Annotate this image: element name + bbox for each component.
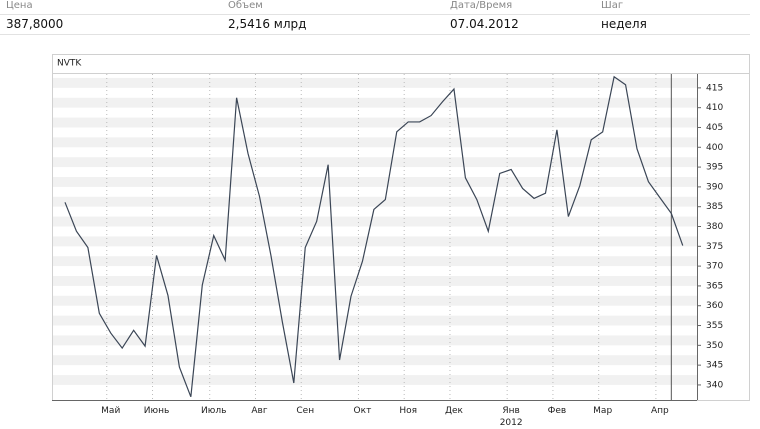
divider [0,14,750,15]
grid-band [53,315,697,326]
y-tick-label: 340 [706,380,723,390]
x-tick-label: Ноя [399,406,418,416]
y-tick-label: 390 [706,182,723,192]
y-tick-label: 360 [706,301,723,311]
y-tick-label: 395 [706,163,723,173]
x-tick-label: Янв 2012 [499,406,523,428]
column-label: Шаг [601,0,624,11]
grid-band [53,196,697,207]
grid-band [53,355,697,366]
x-tick-label: Фев [547,406,567,416]
y-tick-label: 405 [706,123,723,133]
y-tick-label: 370 [706,262,723,272]
grid-band [53,295,697,306]
grid-band [53,117,697,128]
grid-band [53,216,697,227]
y-tick-label: 355 [706,321,723,331]
grid-band [53,335,697,346]
x-tick-label: Май [101,406,121,416]
grid-band [53,375,697,385]
x-tick-label: Июль [201,406,227,416]
x-tick-label: Июнь [143,406,170,416]
column-value: неделя [601,17,647,31]
grid-band [53,256,697,267]
x-tick-label: Сен [296,406,315,416]
column-value: 387,8000 [6,17,64,31]
x-tick-label: Авг [251,406,268,416]
y-tick-label: 375 [706,242,723,252]
y-tick-label: 400 [706,143,723,153]
grid-band [53,276,697,286]
grid-band [53,77,697,88]
y-tick-label: 410 [706,103,723,113]
column-value: 2,5416 млрд [228,17,307,31]
grid-band [53,236,697,247]
column-value: 07.04.2012 [450,17,519,31]
divider [0,34,750,35]
column-label: Объем [228,0,263,11]
grid-band [53,157,697,168]
y-tick-label: 415 [706,83,723,93]
y-tick-label: 385 [706,202,723,212]
x-tick-label: Окт [353,406,372,416]
x-tick-label: Мар [593,406,613,416]
grid-band [53,137,697,148]
column-label: Цена [6,0,33,11]
x-tick-label: Дек [444,406,463,416]
chart-title: NVTK [57,59,82,69]
x-tick-label: Апр [650,406,669,416]
grid-band [53,97,697,108]
y-tick-label: 350 [706,341,723,351]
y-tick-label: 345 [706,361,723,371]
y-tick-label: 365 [706,281,723,291]
y-tick-label: 380 [706,222,723,232]
column-label: Дата/Время [450,0,513,11]
price-line [64,75,684,398]
grid-band [53,176,697,187]
